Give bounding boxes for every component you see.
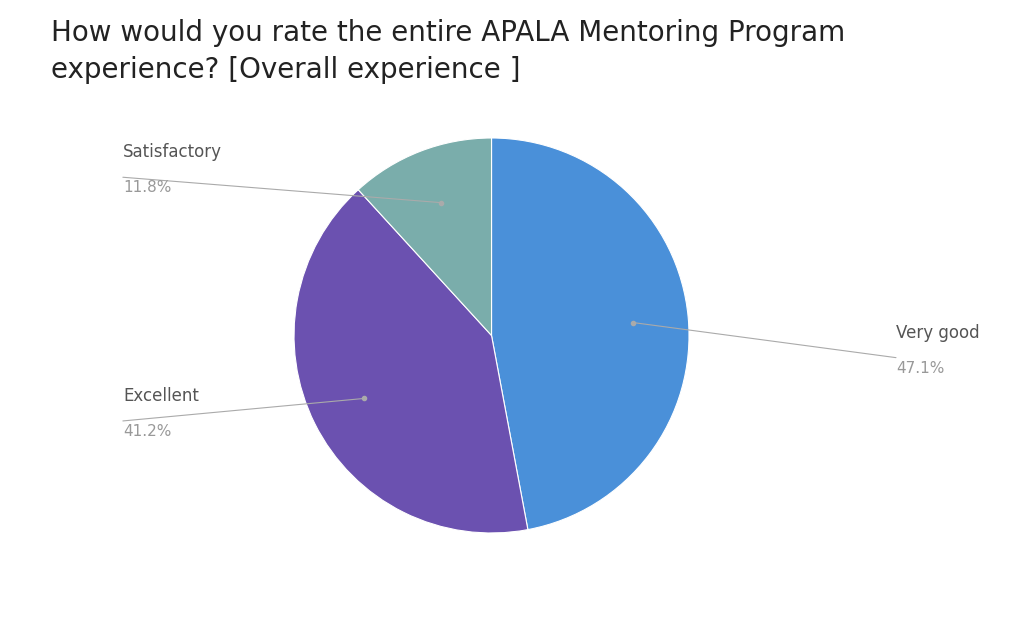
Wedge shape <box>294 190 528 533</box>
Text: 11.8%: 11.8% <box>123 180 171 196</box>
Wedge shape <box>492 138 689 530</box>
Text: Very good: Very good <box>896 324 980 342</box>
Wedge shape <box>358 138 492 335</box>
Text: How would you rate the entire APALA Mentoring Program
experience? [Overall exper: How would you rate the entire APALA Ment… <box>51 19 846 84</box>
Text: 47.1%: 47.1% <box>896 361 944 376</box>
Text: Excellent: Excellent <box>123 387 199 405</box>
Text: 41.2%: 41.2% <box>123 424 171 439</box>
Text: Satisfactory: Satisfactory <box>123 144 222 161</box>
